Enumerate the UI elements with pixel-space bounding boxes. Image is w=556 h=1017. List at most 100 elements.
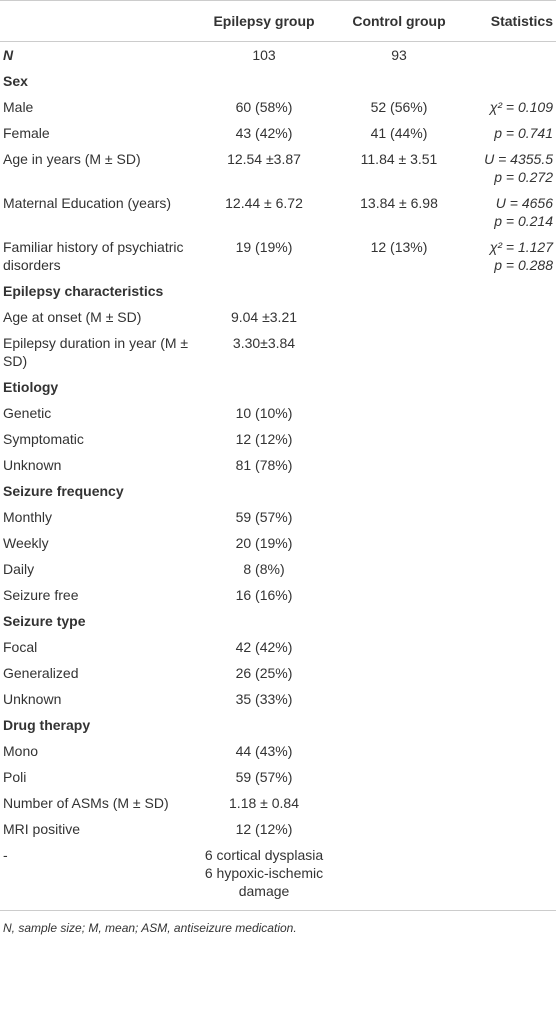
table-row: Seizure type: [0, 608, 556, 634]
stats-cell: [468, 530, 556, 556]
table-row: Sex: [0, 68, 556, 94]
row-label: Mono: [3, 743, 39, 759]
table-row: Age at onset (M ± SD) 9.04 ±3.21: [0, 304, 556, 330]
cell-line: 3.30±3.84: [232, 335, 296, 351]
row-label: N: [3, 47, 14, 63]
table-row: Epilepsy characteristics: [0, 278, 556, 304]
epilepsy-cell: 20 (19%): [198, 530, 330, 556]
row-label: Unknown: [3, 691, 62, 707]
epilepsy-cell: 10 (10%): [198, 400, 330, 426]
footnote: N, sample size; M, mean; ASM, antiseizur…: [3, 921, 297, 935]
section-label: Drug therapy: [3, 717, 91, 733]
cell-line: 59 (57%): [235, 509, 293, 525]
control-cell: [330, 400, 468, 426]
epilepsy-cell: 12.54 ±3.87: [198, 146, 330, 190]
control-cell: 13.84 ± 6.98: [330, 190, 468, 234]
cell-line: 13.84 ± 6.98: [360, 195, 438, 211]
control-cell: [330, 304, 468, 330]
stats-cell: [468, 816, 556, 842]
stats-cell: U = 4355.5 p = 0.272: [468, 146, 556, 190]
control-cell: 93: [330, 42, 468, 69]
cell-line: 59 (57%): [235, 769, 293, 785]
cell-line: 60 (58%): [235, 99, 293, 115]
table-row: Maternal Education (years) 12.44 ± 6.72 13…: [0, 190, 556, 234]
cell-line: 10 (10%): [235, 405, 293, 421]
cell-line: χ² = 0.109: [489, 99, 553, 115]
stats-cell: χ² = 0.109: [468, 94, 556, 120]
stats-cell: [468, 634, 556, 660]
cell-line: 42 (42%): [235, 639, 293, 655]
control-cell: [330, 634, 468, 660]
cell-line: 19 (19%): [235, 239, 293, 255]
cell-line: 44 (43%): [235, 743, 293, 759]
table-row: Seizure free 16 (16%): [0, 582, 556, 608]
stats-cell: p = 0.741: [468, 120, 556, 146]
table-row: Etiology: [0, 374, 556, 400]
table-row: Drug therapy: [0, 712, 556, 738]
stats-cell: [468, 790, 556, 816]
table-row: Mono 44 (43%): [0, 738, 556, 764]
row-label: Number of ASMs (M ± SD): [3, 795, 169, 811]
stats-cell: [468, 304, 556, 330]
table-row: Number of ASMs (M ± SD) 1.18 ± 0.84: [0, 790, 556, 816]
row-label: Age in years (M ± SD): [3, 151, 141, 167]
section-label: Etiology: [3, 379, 59, 395]
cell-line: 43 (42%): [235, 125, 293, 141]
stats-cell: [468, 582, 556, 608]
column-header: Statistics: [468, 0, 556, 42]
stats-cell: U = 4656 p = 0.214: [468, 190, 556, 234]
control-cell: [330, 686, 468, 712]
row-label: Generalized: [3, 665, 79, 681]
row-label: Unknown: [3, 457, 62, 473]
table-row: Epilepsy duration in year (M ± SD) 3.30±3…: [0, 330, 556, 374]
cell-line: 12 (12%): [235, 821, 293, 837]
epilepsy-cell: 12 (12%): [198, 426, 330, 452]
epilepsy-cell: 59 (57%): [198, 764, 330, 790]
control-cell: [330, 842, 468, 911]
stats-cell: [468, 426, 556, 452]
stats-cell: [468, 504, 556, 530]
row-label: Female: [3, 125, 50, 141]
cell-line: p = 0.214: [494, 213, 553, 229]
cell-line: U = 4355.5: [484, 151, 553, 167]
control-cell: [330, 426, 468, 452]
cell-line: 103: [252, 47, 276, 63]
cell-line: p = 0.288: [494, 257, 553, 273]
cell-line: 12.44 ± 6.72: [225, 195, 303, 211]
epilepsy-cell: 1.18 ± 0.84: [198, 790, 330, 816]
cell-line: 8 (8%): [243, 561, 285, 577]
epilepsy-cell: 19 (19%): [198, 234, 330, 278]
row-label: -: [0, 842, 198, 911]
control-cell: 11.84 ± 3.51: [330, 146, 468, 190]
epilepsy-cell: 81 (78%): [198, 452, 330, 478]
column-header: Epilepsy group: [198, 0, 330, 42]
control-cell: 12 (13%): [330, 234, 468, 278]
epilepsy-cell: 6 cortical dysplasia 6 hypoxic-ischemic d…: [198, 842, 330, 911]
cell-line: 81 (78%): [235, 457, 293, 473]
control-cell: [330, 738, 468, 764]
cell-line: 12 (12%): [235, 431, 293, 447]
table-row: Monthly 59 (57%): [0, 504, 556, 530]
stats-cell: [468, 686, 556, 712]
table-row: Weekly 20 (19%): [0, 530, 556, 556]
stats-cell: [468, 452, 556, 478]
epilepsy-cell: 43 (42%): [198, 120, 330, 146]
row-label: Male: [3, 99, 34, 115]
table-row: Unknown 35 (33%): [0, 686, 556, 712]
epilepsy-cell: 12 (12%): [198, 816, 330, 842]
cell-line: 41 (44%): [370, 125, 428, 141]
header-blank: [0, 0, 198, 42]
row-label: Seizure free: [3, 587, 79, 603]
epilepsy-cell: 42 (42%): [198, 634, 330, 660]
cell-line: 9.04 ±3.21: [230, 309, 298, 325]
section-label: Seizure frequency: [3, 483, 124, 499]
cell-line: 6 hypoxic-ischemic damage: [204, 865, 324, 899]
table-row: Genetic 10 (10%): [0, 400, 556, 426]
control-cell: [330, 660, 468, 686]
row-label: Maternal Education (years): [3, 195, 172, 211]
table-body: N 103 93 Sex Male 60 (58%) 52 (56%) χ² = 0.109 F…: [0, 42, 556, 911]
epilepsy-cell: 3.30±3.84: [198, 330, 330, 374]
column-header: Control group: [330, 0, 468, 42]
table-row: Familiar history of psychiatric disorder…: [0, 234, 556, 278]
